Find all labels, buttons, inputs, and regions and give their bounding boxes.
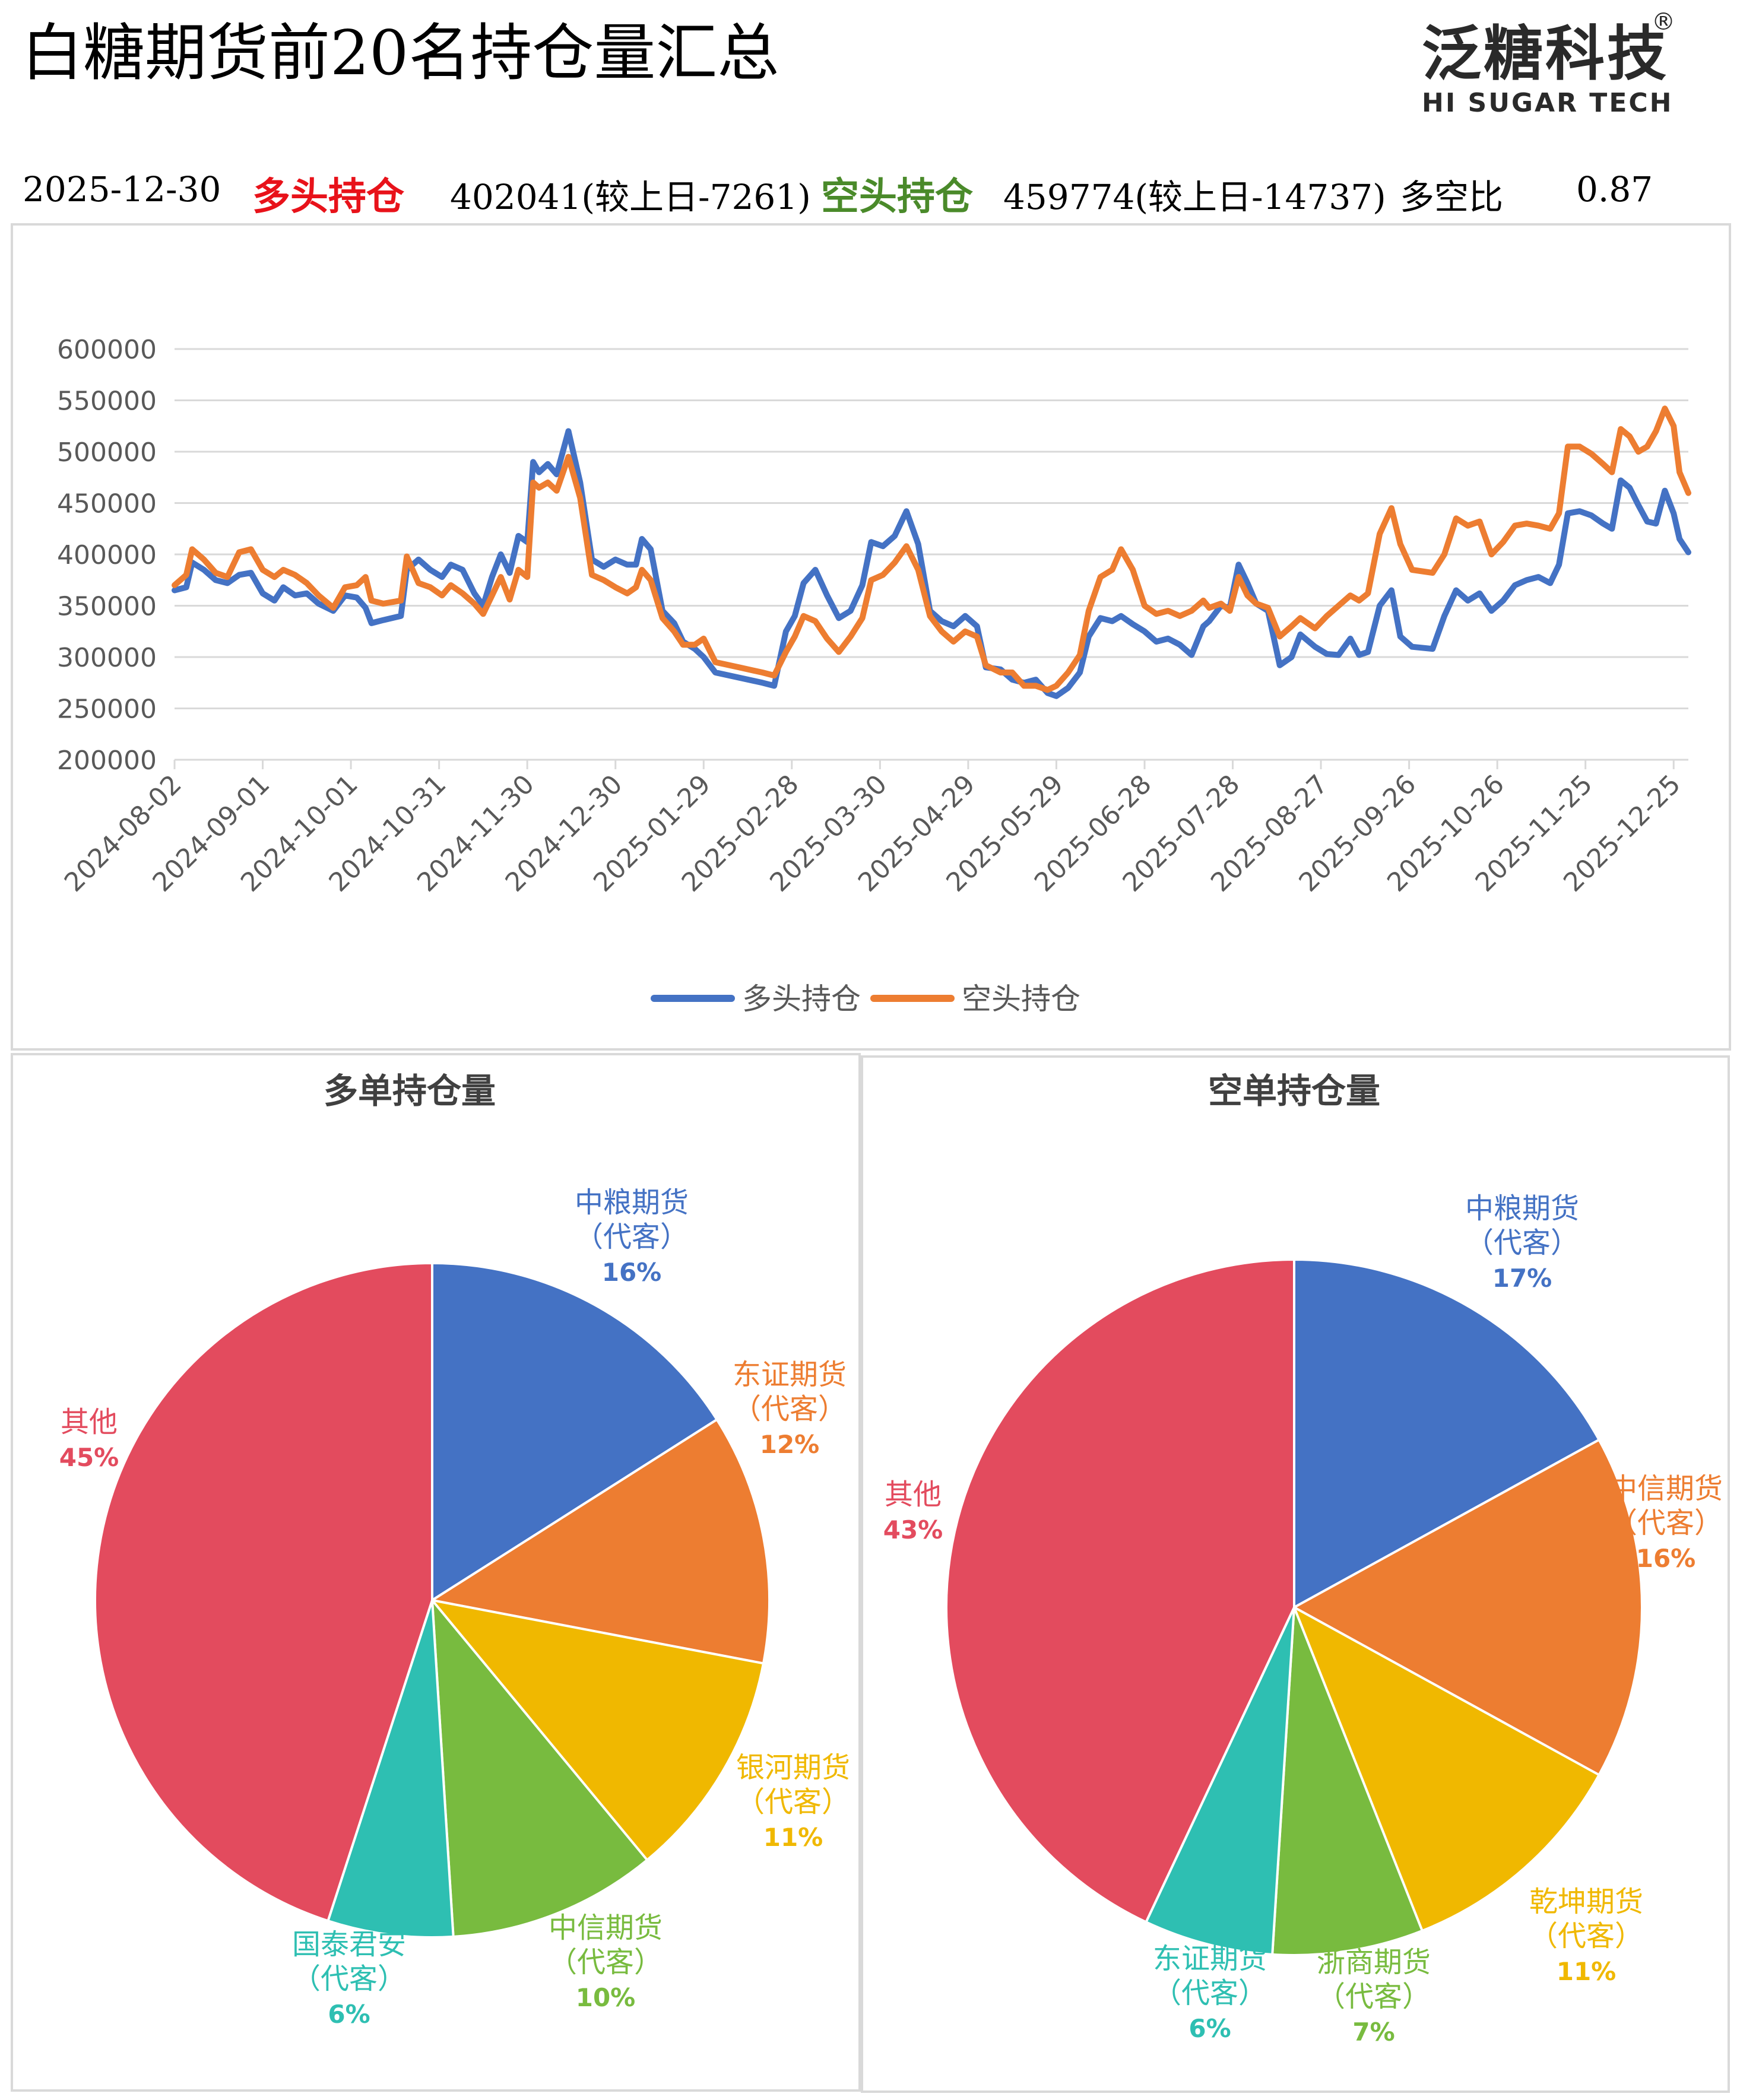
long-position-line — [172, 428, 1691, 699]
y-tick-label: 500000 — [57, 437, 157, 468]
slice-name-label: （代客） — [1465, 1226, 1579, 1260]
pie-slice — [326, 1600, 455, 1939]
slice-name-label: 国泰君安 — [292, 1928, 406, 1961]
summary-short-label: 空头持仓 — [821, 175, 973, 219]
slice-name-label: 其他 — [61, 1406, 118, 1439]
legend-label: 多头持仓 — [742, 982, 861, 1016]
y-tick-label: 200000 — [57, 746, 157, 776]
brand-logo: 泛糖科技 — [1422, 19, 1669, 88]
slice-percent-label: 16% — [602, 1258, 662, 1287]
pie-slice — [429, 1598, 765, 1862]
pie-slice — [430, 1596, 649, 1939]
legend-label: 空头持仓 — [962, 982, 1080, 1016]
slice-percent-label: 6% — [328, 2000, 370, 2029]
position-line-chart: 600000 550000 500000 450000 400000 350000 3000… — [57, 335, 1691, 1016]
slice-percent-label: 10% — [576, 1983, 636, 2012]
slice-name-label: 乾坤期货 — [1529, 1885, 1643, 1918]
summary-ratio-value: 0.87 — [1576, 169, 1653, 210]
slice-percent-label: 11% — [763, 1823, 823, 1852]
pie-slice — [945, 1258, 1295, 1924]
y-tick-label: 600000 — [57, 335, 157, 365]
slice-name-label: （代客） — [733, 1392, 847, 1426]
pie-title: 空单持仓量 — [1208, 1071, 1380, 1111]
short-pie-panel: 空单持仓量 中粮期货 （代客） 17% 中信期货 （代客） 16% 乾坤期货 （代客） 11% 浙商… — [861, 1055, 1730, 2093]
slice-name-label: （代客） — [736, 1785, 850, 1819]
pie-slice — [1271, 1607, 1424, 1956]
slice-name-label: 中信期货 — [1609, 1472, 1723, 1505]
slice-name-label: 银河期货 — [736, 1751, 850, 1784]
line-chart-panel: 600000 550000 500000 450000 400000 350000 3000… — [11, 223, 1731, 1051]
y-tick-label: 400000 — [57, 540, 157, 570]
brand-subtitle: HI SUGAR TECH — [1422, 88, 1674, 118]
y-tick-label: 250000 — [57, 694, 157, 725]
slice-percent-label: 17% — [1492, 1264, 1552, 1293]
long-position-pie-chart: 多单持仓量中粮期货（代客）16%东证期货（代客）12%银河期货（代客）11%中信… — [59, 1071, 850, 2029]
slice-name-label: （代客） — [1609, 1506, 1723, 1540]
slice-percent-label: 7% — [1352, 2017, 1394, 2047]
registered-mark: ® — [1652, 8, 1675, 36]
short-position-pie-chart: 空单持仓量中粮期货（代客）17%中信期货（代客）16%乾坤期货（代客）11%浙商… — [883, 1071, 1723, 2047]
y-tick-label: 300000 — [57, 643, 157, 673]
pie-slice — [1293, 1258, 1601, 1610]
y-tick-label: 450000 — [57, 489, 157, 519]
y-tick-label: 550000 — [57, 386, 157, 417]
slice-percent-label: 45% — [59, 1443, 119, 1472]
slice-percent-label: 12% — [760, 1430, 820, 1459]
slice-name-label: 中信期货 — [549, 1911, 663, 1944]
pie-slice — [1144, 1607, 1295, 1956]
slice-name-label: （代客） — [575, 1220, 689, 1254]
summary-date: 2025-12-30 — [23, 169, 221, 210]
slice-name-label: （代客） — [1317, 1980, 1431, 2013]
summary-short-value: 459774(较上日-14737) — [1003, 177, 1386, 217]
summary-long-label: 多头持仓 — [252, 175, 404, 219]
summary-ratio-label: 多空比 — [1400, 177, 1504, 217]
slice-percent-label: 6% — [1188, 2014, 1231, 2043]
pie-slice — [94, 1261, 433, 1923]
slice-percent-label: 43% — [883, 1515, 943, 1544]
pie-title: 多单持仓量 — [324, 1071, 496, 1111]
pie-slice — [1291, 1438, 1644, 1777]
slice-name-label: 浙商期货 — [1317, 1946, 1431, 1979]
slice-name-label: 东证期货 — [1153, 1942, 1267, 1975]
page-title: 白糖期货前20名持仓量汇总 — [21, 17, 779, 89]
summary-long-value: 402041(较上日-7261) — [450, 177, 811, 217]
pie-slice — [431, 1261, 719, 1603]
y-tick-label: 350000 — [57, 592, 157, 622]
slice-name-label: （代客） — [1153, 1977, 1267, 2010]
slice-name-label: 东证期货 — [733, 1358, 847, 1391]
slice-name-label: （代客） — [549, 1946, 663, 1979]
pie-slice — [1292, 1604, 1601, 1933]
slice-name-label: 中粮期货 — [1465, 1192, 1579, 1225]
short-position-line — [172, 405, 1691, 693]
slice-name-label: 中粮期货 — [575, 1186, 689, 1219]
slice-percent-label: 11% — [1557, 1957, 1617, 1986]
pie-slice — [429, 1417, 771, 1665]
long-pie-panel: 多单持仓量 中粮期货 （代客） 16% 东证期货 （代客） 12% 银河期货 （代客） 11% 中信… — [11, 1053, 861, 2092]
slice-name-label: 其他 — [885, 1478, 942, 1511]
slice-name-label: （代客） — [1529, 1920, 1643, 1953]
slice-name-label: （代客） — [292, 1962, 406, 1996]
slice-percent-label: 16% — [1636, 1544, 1696, 1573]
